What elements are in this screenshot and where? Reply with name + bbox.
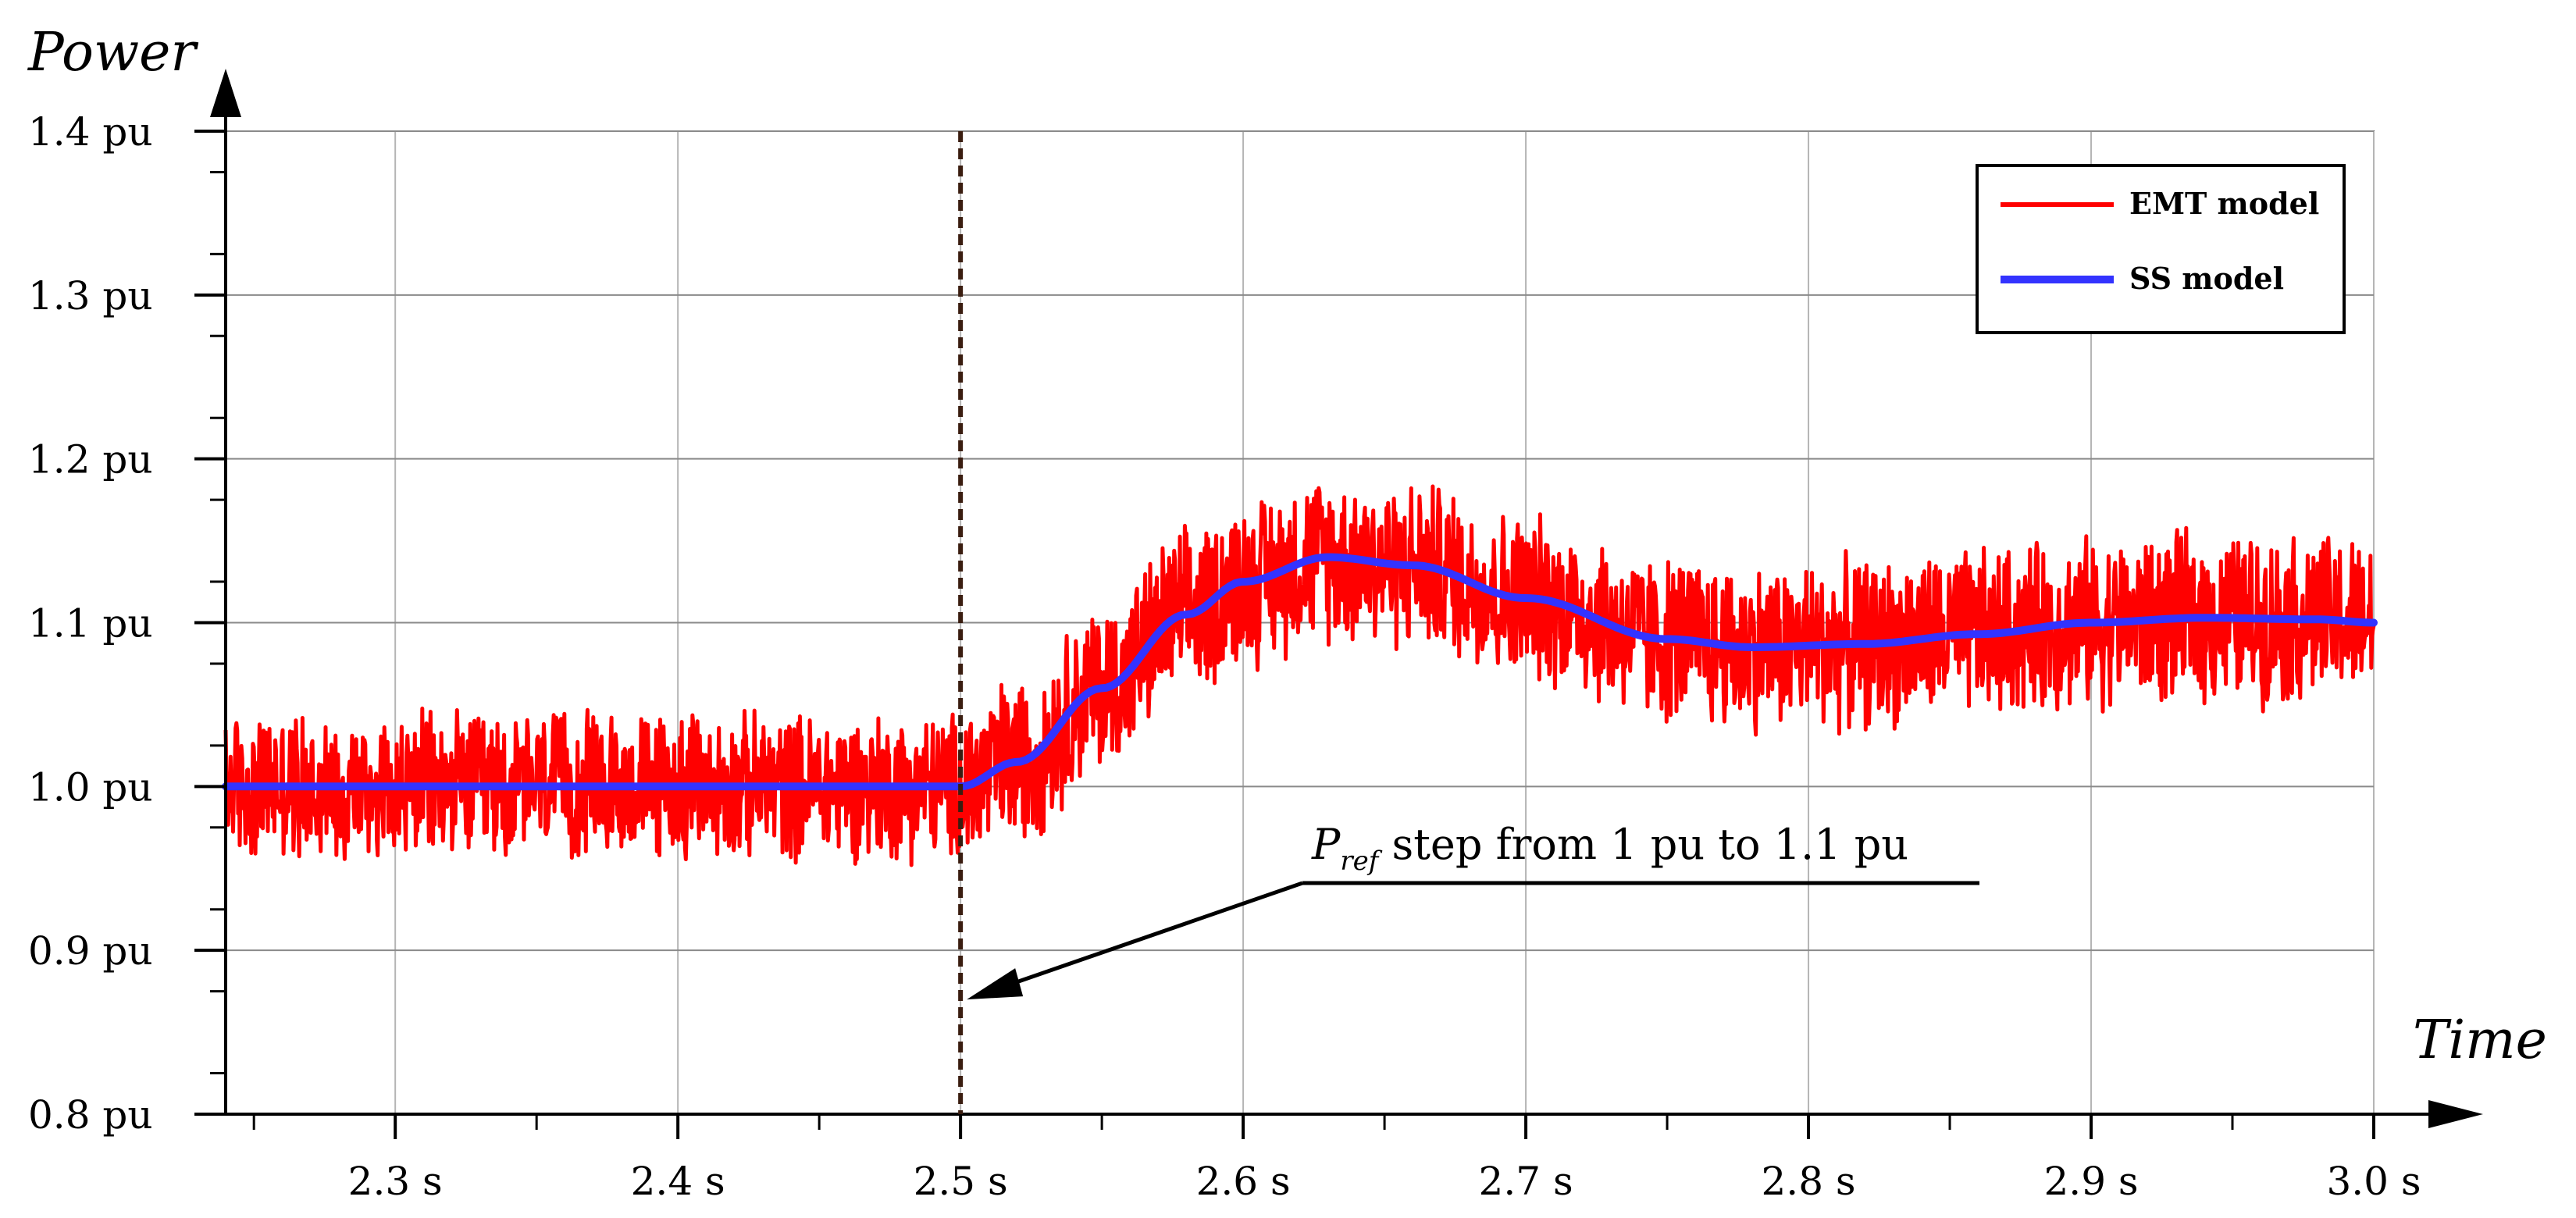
y-axis-label: Power xyxy=(27,22,198,84)
annotation-text: Pref step from 1 pu to 1.1 pu xyxy=(1311,820,1908,877)
x-tick-label: 2.8 s xyxy=(1762,1159,1856,1204)
y-tick-label: 1.1 pu xyxy=(28,601,153,646)
annotation-arrowhead xyxy=(967,968,1024,1000)
x-tick-label: 2.4 s xyxy=(631,1159,725,1204)
axes xyxy=(210,69,2483,1128)
annotation-subscript: ref xyxy=(1340,846,1382,877)
series-emt-model xyxy=(223,484,2376,867)
x-axis-arrow xyxy=(2428,1100,2483,1128)
annotation-leader xyxy=(997,881,1303,991)
series-ss-model xyxy=(222,553,2378,791)
series-line xyxy=(222,553,2378,791)
x-tick-label: 2.6 s xyxy=(1196,1159,1291,1204)
annotation-body: step from 1 pu to 1.1 pu xyxy=(1378,820,1908,869)
series-line xyxy=(223,484,2376,867)
x-tick-label: 2.7 s xyxy=(1479,1159,1573,1204)
y-tick-label: 0.8 pu xyxy=(28,1092,153,1138)
legend-box xyxy=(1976,164,2346,334)
x-axis-label: Time xyxy=(2413,1010,2547,1071)
y-tick-label: 0.9 pu xyxy=(28,928,153,974)
y-tick-label: 1.3 pu xyxy=(28,273,153,319)
legend-label: EMT model xyxy=(2129,186,2319,221)
annotation-symbol: P xyxy=(1311,820,1341,869)
y-tick-label: 1.0 pu xyxy=(28,764,153,810)
legend-label: SS model xyxy=(2129,261,2284,296)
y-tick-label: 1.4 pu xyxy=(28,109,153,155)
y-tick-label: 1.2 pu xyxy=(28,437,153,483)
y-axis-arrow xyxy=(210,69,241,117)
x-tick-label: 2.3 s xyxy=(348,1159,443,1204)
annotation: Pref step from 1 pu to 1.1 pu xyxy=(967,820,1979,1000)
series-layer xyxy=(222,484,2378,867)
x-tick-label: 2.5 s xyxy=(914,1159,1008,1204)
x-tick-label: 3.0 s xyxy=(2326,1159,2421,1204)
legend: EMT model SS model xyxy=(1976,164,2346,334)
ticks: 0.8 pu 0.9 pu 1.0 pu 1.1 pu 1.2 pu 1.3 pu 1.4 … xyxy=(28,109,2421,1204)
x-tick-label: 2.9 s xyxy=(2043,1159,2138,1204)
